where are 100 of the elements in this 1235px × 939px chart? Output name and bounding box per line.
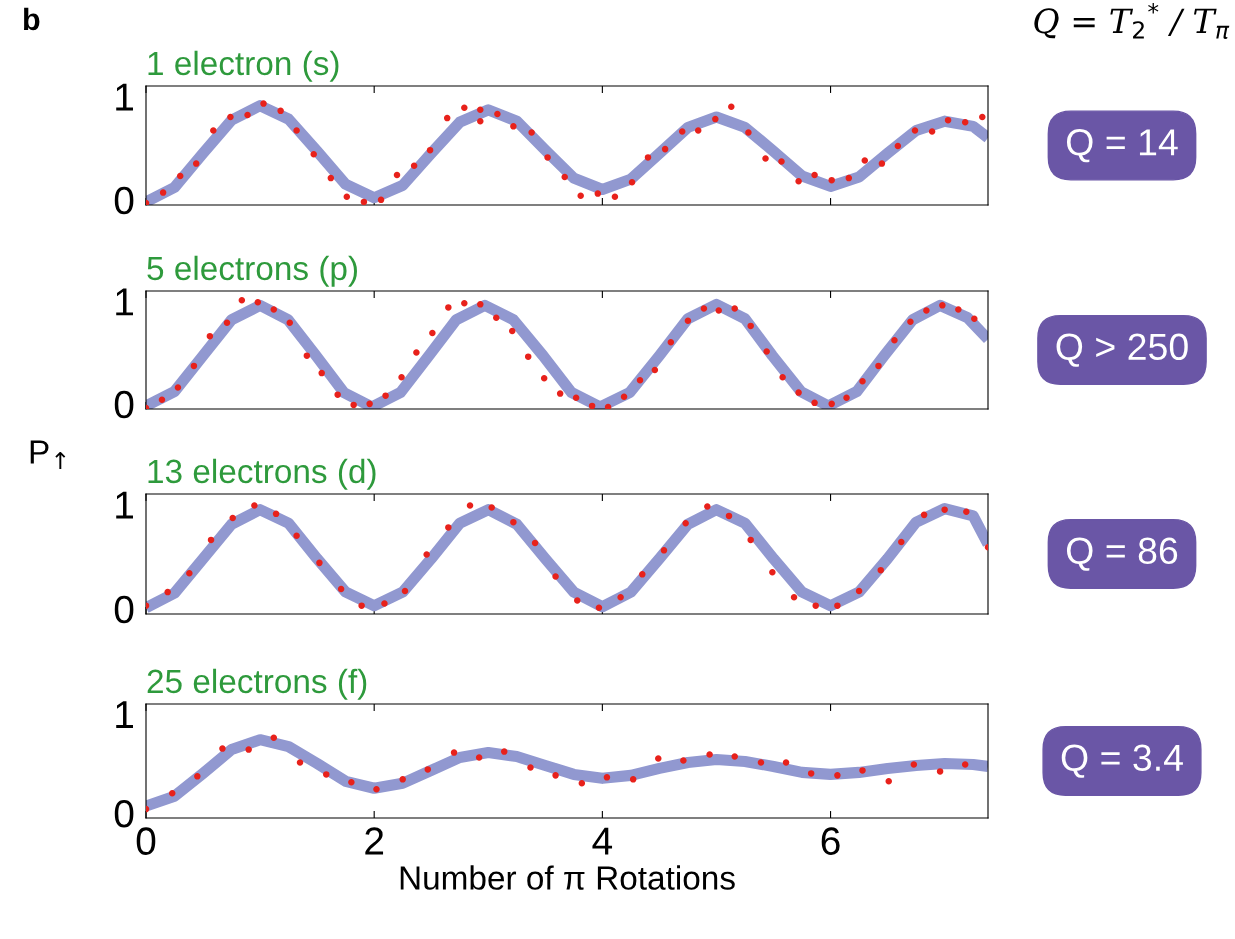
point (725, 512, 733, 520)
point (812, 602, 819, 609)
y-tick-label: 0 (114, 595, 134, 624)
point (413, 349, 420, 356)
point (475, 754, 483, 761)
point (399, 776, 406, 783)
point (667, 339, 675, 346)
point (327, 174, 335, 182)
point (795, 177, 802, 185)
point (811, 171, 818, 179)
point (577, 192, 584, 199)
point (348, 779, 355, 786)
point (227, 113, 234, 121)
y-tick-label: 1 (116, 83, 133, 111)
point (782, 759, 790, 766)
point (694, 127, 702, 134)
point (731, 753, 738, 760)
point (461, 104, 468, 111)
point (747, 536, 754, 544)
point (877, 566, 885, 574)
point (381, 600, 388, 607)
y-tick-label: 1 (116, 701, 133, 728)
point (245, 746, 252, 753)
point (244, 111, 251, 119)
y-tick-label: 0 (114, 799, 134, 828)
point (636, 377, 644, 384)
point (878, 160, 886, 167)
point (251, 502, 258, 509)
point (293, 532, 300, 539)
point (360, 198, 368, 205)
y-tick-label: 0 (114, 186, 134, 215)
point (928, 128, 936, 135)
point (944, 116, 952, 124)
point (524, 353, 532, 360)
point (423, 551, 430, 558)
point (891, 337, 898, 344)
point (277, 107, 284, 115)
point (393, 171, 401, 179)
point (296, 759, 304, 766)
point (334, 391, 341, 398)
point (757, 759, 765, 766)
point (377, 196, 385, 204)
point (855, 587, 863, 595)
point (811, 399, 818, 407)
point (971, 315, 978, 322)
point (939, 302, 946, 309)
point (611, 193, 619, 200)
point (358, 602, 365, 609)
point (552, 772, 559, 779)
point (604, 403, 612, 409)
text: Q = 86 (1066, 537, 1178, 571)
point (572, 394, 580, 401)
point (443, 114, 451, 122)
point (493, 314, 500, 321)
point (293, 127, 300, 134)
point (528, 129, 535, 136)
text: Q = T$_{2}$$^{*}$ / T$_{π}$ (1034, 2, 1230, 39)
point (861, 157, 869, 164)
point (979, 113, 986, 121)
point (424, 766, 432, 773)
point (588, 402, 596, 409)
point (510, 123, 517, 130)
point (843, 394, 850, 401)
point (466, 502, 474, 509)
point (620, 393, 628, 400)
point (910, 761, 918, 768)
point (382, 392, 389, 399)
text: Q = 3.4 (1061, 744, 1183, 778)
point (429, 329, 436, 337)
point (323, 771, 330, 778)
point (343, 193, 351, 200)
point (704, 503, 711, 510)
x-tick-label: 4 (592, 827, 613, 855)
y-tick-label: 1 (116, 491, 133, 519)
chart-title: 1 electron (s) (148, 50, 339, 82)
point (527, 764, 534, 771)
point (552, 573, 559, 580)
point (655, 755, 662, 762)
point (168, 789, 176, 797)
point (678, 128, 686, 135)
point (907, 318, 914, 326)
point (510, 518, 517, 526)
point (500, 748, 508, 755)
point (629, 776, 637, 783)
x-tick-label: 0 (136, 827, 156, 855)
point (617, 594, 624, 601)
point (834, 772, 841, 779)
point (158, 396, 166, 404)
point (272, 510, 280, 518)
point (628, 178, 636, 186)
point (731, 305, 738, 312)
chart-title: 25 electrons (f) (147, 668, 367, 700)
point (769, 569, 776, 576)
point (373, 786, 380, 793)
point (238, 296, 246, 304)
point (763, 348, 770, 355)
point (207, 536, 215, 544)
point (398, 373, 405, 381)
chart-title: 5 electrons (p) (147, 255, 357, 287)
point (540, 374, 548, 382)
